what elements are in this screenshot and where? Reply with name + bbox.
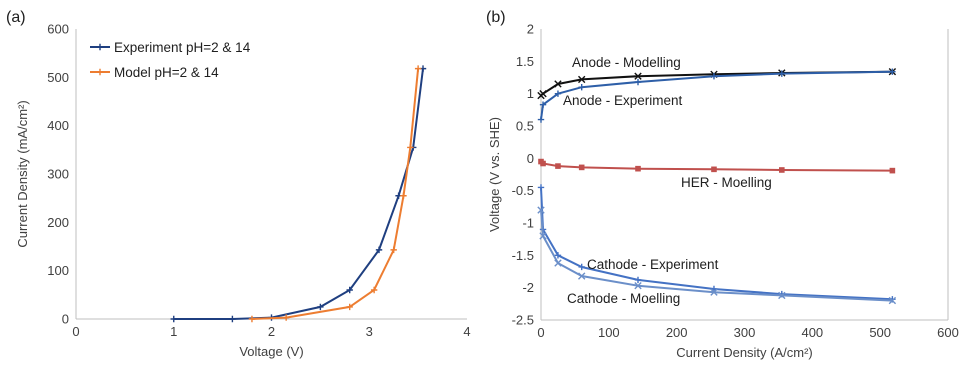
- chart-a-series-0-point: [346, 286, 353, 294]
- chart-b-series-2-point: [779, 167, 785, 173]
- chart-b-series-0-point: [578, 75, 586, 84]
- chart-b-series-2-point: [635, 165, 641, 172]
- chart-a-legend-0-label: Experiment pH=2 & 14: [114, 40, 251, 55]
- chart-b-x-tick-label: 400: [801, 325, 823, 340]
- chart-b-series-4-point: [578, 272, 586, 280]
- chart-b-series-1-point: [578, 84, 585, 91]
- chart-b-y-tick-label: -2: [522, 280, 534, 295]
- chart-a-x-axis-label: Voltage (V): [239, 344, 303, 359]
- chart-b-series-4-point: [710, 288, 718, 296]
- chart-b-annotation-3: Cathode - Experiment: [587, 257, 719, 272]
- chart-a-y-tick-label: 500: [47, 70, 69, 85]
- chart-a-legend-1-marker: [96, 68, 104, 76]
- chart-b-series-4-point: [778, 291, 786, 300]
- chart-b-series-1-line: [540, 70, 893, 120]
- chart-a-series-0-point: [229, 315, 236, 323]
- chart-a: 0 1 2 3 4 0 100 200 300 400 500 600 Voltage (V) Curre…: [15, 22, 471, 360]
- chart-b-series-2-point: [578, 164, 585, 171]
- chart-b-x-axis-label: Current Density (A/cm²): [676, 345, 813, 360]
- chart-a-series-1-point: [400, 192, 407, 199]
- chart-b: 0 100 200 300 400 500 600 -2.5 -2 -1.5 -1 -0.5 0 0.5 1…: [487, 22, 959, 361]
- chart-a-legend-1-label: Model pH=2 & 14: [114, 65, 219, 80]
- chart-b-x-tick-label: 100: [598, 325, 620, 340]
- chart-b-series-1-point: [539, 101, 547, 108]
- chart-a-series-1-point: [390, 246, 397, 254]
- chart-a-y-tick-label: 600: [47, 22, 69, 37]
- chart-a-x-tick-label: 3: [366, 324, 373, 339]
- chart-b-y-tick-label: -2.5: [512, 313, 534, 328]
- chart-a-x-tick-label: 1: [170, 324, 177, 339]
- chart-a-x-tick-label: 0: [72, 324, 79, 339]
- chart-b-annotation-1: Anode - Experiment: [563, 93, 683, 108]
- chart-a-legend-0-marker: [96, 43, 104, 51]
- chart-a-x-tick-label: 4: [463, 324, 470, 339]
- chart-b-y-tick-label: 1.5: [516, 54, 534, 69]
- chart-b-series-3-point: [578, 263, 585, 271]
- chart-a-series-1-point: [407, 144, 414, 151]
- chart-b-series-4-point: [888, 296, 897, 305]
- chart-b-series-1-point: [710, 73, 718, 80]
- chart-a-series-1-line: [251, 68, 420, 320]
- chart-b-y-tick-label: 2: [527, 22, 534, 37]
- chart-b-series-1-point: [554, 90, 562, 97]
- chart-b-series-4-point: [554, 259, 562, 267]
- chart-b-annotation-0: Anode - Modelling: [572, 55, 681, 70]
- chart-b-x-tick-label: 600: [937, 325, 959, 340]
- chart-b-y-tick-label: 0: [527, 151, 534, 166]
- chart-a-series-0-point: [170, 315, 177, 323]
- chart-b-y-tick-label: 1: [527, 86, 534, 101]
- chart-b-series-2-point: [540, 160, 546, 167]
- chart-a-y-tick-label: 0: [62, 312, 69, 327]
- chart-b-series-3-point: [554, 252, 562, 259]
- chart-b-y-tick-label: 0.5: [516, 119, 534, 134]
- chart-a-y-tick-label: 400: [47, 118, 69, 133]
- chart-b-y-tick-label: -0.5: [512, 183, 534, 198]
- chart-b-y-tick-label: -1.5: [512, 248, 534, 263]
- chart-b-y-axis-label: Voltage (V vs. SHE): [487, 117, 502, 232]
- chart-a-y-axis-label: Current Density (mA/cm²): [15, 100, 30, 247]
- chart-b-series-1-point: [634, 78, 642, 86]
- chart-b-y-tick-label: -1: [522, 216, 534, 231]
- chart-b-series-2-point: [889, 167, 896, 174]
- chart-b-x-tick-label: 300: [734, 325, 756, 340]
- chart-b-series-3-line: [540, 187, 893, 301]
- chart-b-series-3-point: [537, 184, 545, 191]
- chart-b-x-tick-label: 200: [666, 325, 688, 340]
- chart-a-series-0-point: [317, 303, 324, 311]
- chart-b-x-tick-label: 0: [537, 325, 544, 340]
- chart-b-annotation-2: HER - Moelling: [681, 175, 772, 190]
- chart-b-series-1-point: [778, 70, 786, 77]
- chart-a-series-1-point: [370, 286, 378, 294]
- chart-b-series-1-point: [537, 116, 545, 123]
- chart-b-annotation-4: Cathode - Moelling: [567, 291, 680, 306]
- chart-b-x-tick-label: 500: [869, 325, 891, 340]
- chart-b-series-4-point: [539, 232, 547, 240]
- chart-a-x-tick-label: 2: [268, 324, 275, 339]
- panel-b-label: (b): [486, 9, 506, 26]
- chart-b-series-4-point: [634, 282, 642, 290]
- chart-a-y-tick-label: 100: [47, 263, 69, 278]
- chart-a-series-0-point: [375, 246, 383, 254]
- chart-a-series-0-line: [173, 68, 424, 320]
- chart-b-series-2-point: [711, 166, 717, 173]
- chart-a-y-tick-label: 200: [47, 215, 69, 230]
- chart-a-series-1-point: [346, 303, 353, 311]
- chart-a-series-1-point: [248, 315, 256, 323]
- chart-b-series-0-point: [539, 89, 547, 98]
- chart-b-series-0-point: [634, 72, 642, 80]
- chart-b-series-2-point: [555, 163, 561, 169]
- chart-b-series-3-point: [710, 285, 718, 293]
- chart-b-series-4-line: [540, 210, 893, 302]
- panel-a-label: (a): [6, 9, 26, 26]
- chart-a-series-1-point: [282, 314, 290, 321]
- chart-b-series-0-point: [554, 80, 562, 88]
- chart-b-series-3-point: [634, 276, 642, 284]
- chart-a-y-tick-label: 300: [47, 167, 69, 182]
- chart-b-series-1-point: [889, 68, 896, 75]
- chart-b-series-4-point: [537, 206, 545, 214]
- chart-a-series-1-point: [414, 65, 422, 72]
